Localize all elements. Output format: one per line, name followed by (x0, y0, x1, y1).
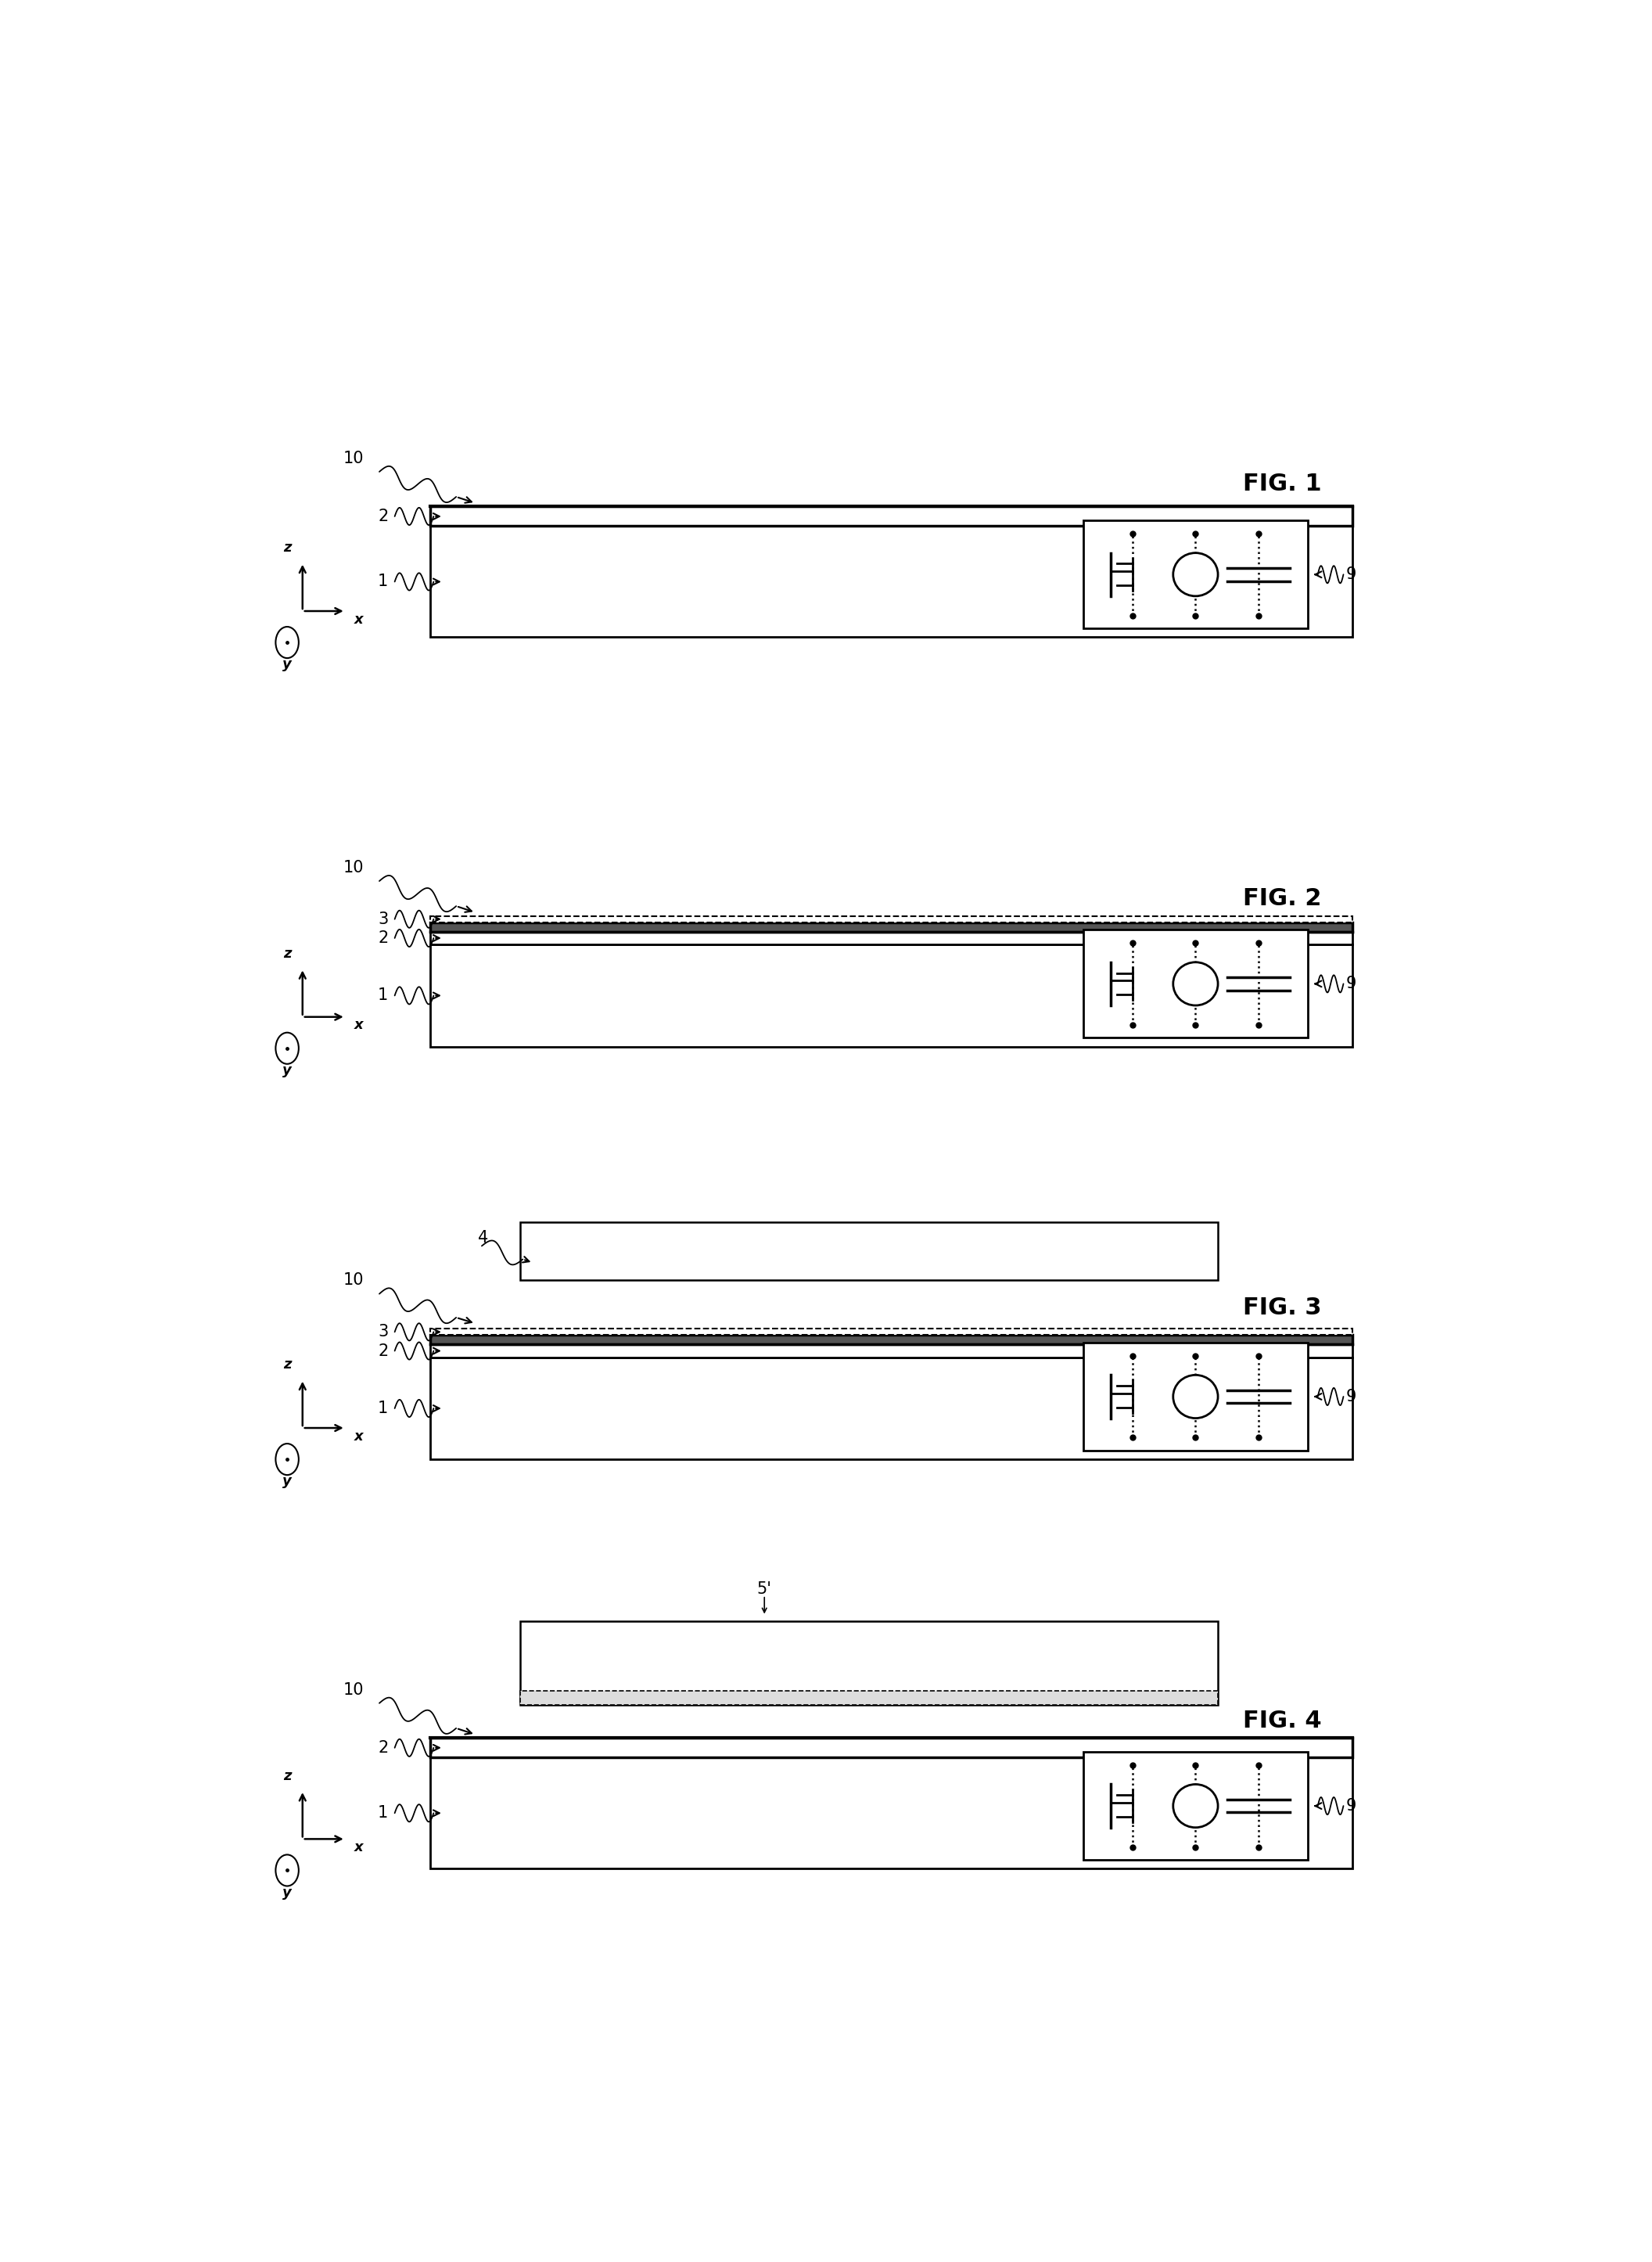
Text: z: z (282, 948, 291, 961)
Bar (431, 1344, 1353, 1357)
Text: 9: 9 (1346, 1798, 1356, 1814)
Text: 1: 1 (378, 575, 388, 590)
Text: x: x (354, 1430, 363, 1443)
Ellipse shape (1173, 1785, 1218, 1828)
Text: 1: 1 (378, 1400, 388, 1416)
Bar (431, 923, 1353, 932)
Bar (431, 1328, 1353, 1335)
Text: y: y (282, 1475, 292, 1488)
Text: 9: 9 (1346, 1389, 1356, 1405)
Ellipse shape (1173, 552, 1218, 597)
Text: 1: 1 (378, 1805, 388, 1821)
Text: z: z (282, 1357, 291, 1371)
Bar (520, 1692, 1218, 1706)
Bar (431, 1335, 1353, 1344)
Bar (1084, 1751, 1308, 1859)
Text: 1: 1 (378, 988, 388, 1004)
Text: z: z (282, 1769, 291, 1782)
Ellipse shape (1173, 961, 1218, 1004)
Bar (431, 916, 1353, 923)
Text: FIG. 4: FIG. 4 (1242, 1710, 1322, 1733)
Text: 10: 10 (344, 1274, 363, 1289)
Bar (431, 1357, 1353, 1459)
Bar (1084, 1344, 1308, 1450)
Bar (431, 946, 1353, 1047)
Bar (431, 1737, 1353, 1758)
Text: y: y (282, 1063, 292, 1077)
Text: 10: 10 (344, 450, 363, 466)
Text: 2: 2 (378, 1739, 388, 1755)
Text: x: x (354, 613, 363, 627)
Text: y: y (282, 658, 292, 672)
Bar (431, 932, 1353, 946)
Text: 3: 3 (378, 1323, 388, 1339)
Text: 5': 5' (757, 1581, 771, 1597)
Ellipse shape (1173, 1375, 1218, 1418)
Bar (431, 507, 1353, 527)
Text: x: x (354, 1018, 363, 1031)
Text: 3: 3 (378, 912, 388, 927)
Text: x: x (354, 1841, 363, 1855)
Text: 4: 4 (477, 1231, 489, 1246)
Bar (520, 1622, 1218, 1706)
Text: FIG. 2: FIG. 2 (1242, 887, 1322, 909)
Bar (431, 527, 1353, 638)
Text: z: z (282, 541, 291, 554)
Text: 2: 2 (378, 509, 388, 525)
Text: 9: 9 (1346, 568, 1356, 581)
Text: 2: 2 (378, 930, 388, 946)
Bar (520, 1221, 1218, 1280)
Bar (1084, 520, 1308, 629)
Text: 10: 10 (344, 860, 363, 875)
Bar (431, 1758, 1353, 1868)
Text: FIG. 3: FIG. 3 (1242, 1296, 1322, 1319)
Text: 10: 10 (344, 1683, 363, 1696)
Bar (1084, 930, 1308, 1038)
Text: y: y (282, 1887, 292, 1900)
Text: 2: 2 (378, 1344, 388, 1359)
Text: 9: 9 (1346, 975, 1356, 991)
Text: FIG. 1: FIG. 1 (1242, 473, 1322, 495)
